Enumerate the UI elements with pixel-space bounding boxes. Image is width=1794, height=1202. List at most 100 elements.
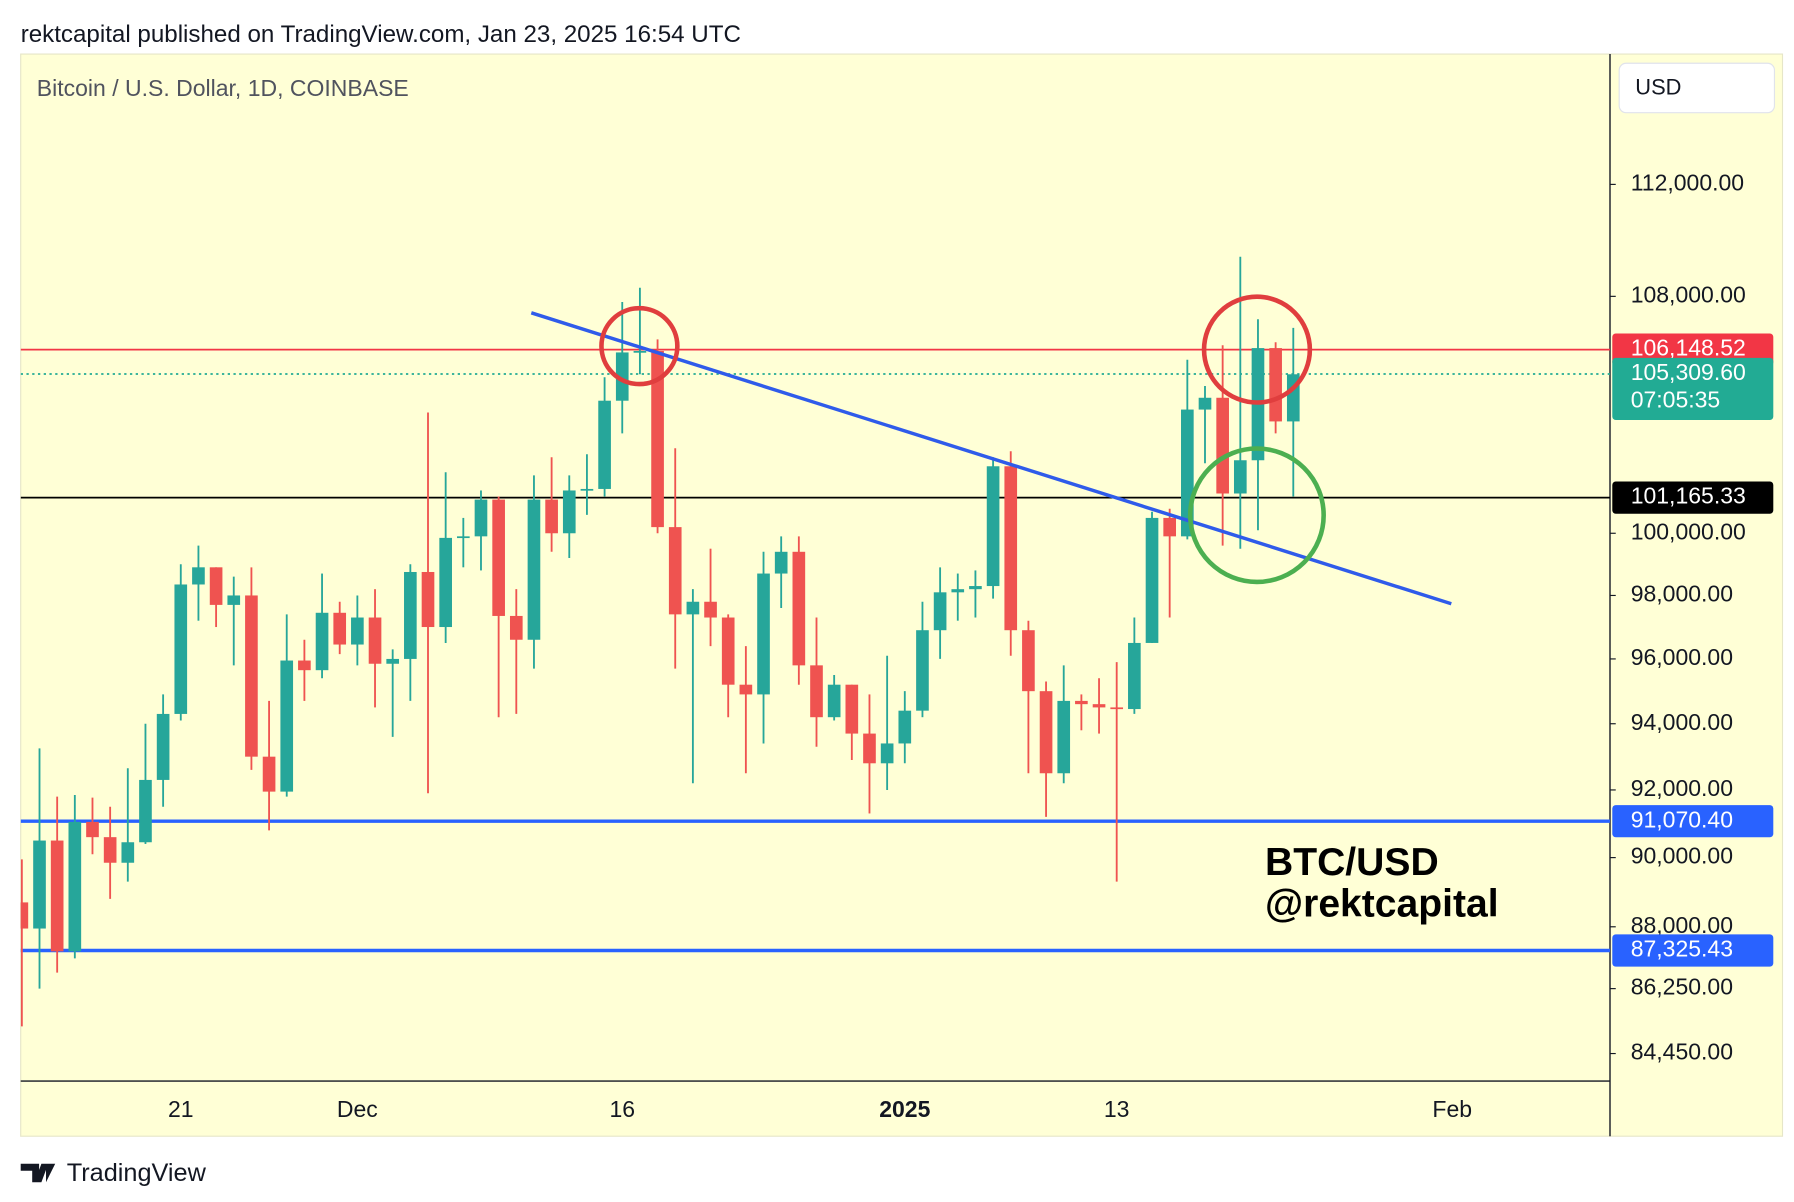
candle-body [757,573,770,695]
candle-body [192,567,205,585]
x-tick-label: 16 [609,1096,635,1122]
candle-body [810,665,823,718]
candle-body [386,658,400,664]
candle-body [1163,517,1177,537]
candle-body [1128,642,1141,710]
candle-body [209,567,223,605]
candle-body [704,601,717,618]
annotation: @rektcapital [1265,883,1499,926]
candle-body [174,584,188,714]
logo: TradingView [20,1159,207,1187]
candle-body [969,586,982,590]
candle-body [474,499,488,537]
y-tick-label: 90,000.00 [1631,843,1733,869]
candle-body [509,615,523,640]
candle-body [580,488,594,491]
price-label-box [1612,805,1774,838]
price-label-box [1612,481,1774,514]
price-label: 106,148.52 [1631,335,1746,361]
candle-body [245,595,258,757]
axes: 112,000.00 108,000.00 100,000.00 98,000.00 9… [168,169,1774,1122]
highlight-circle [1201,294,1313,405]
candle-body [933,592,947,631]
annotation: BTC/USD [1265,841,1439,884]
currency-label: USD [1635,74,1681,99]
candle-body [774,551,788,574]
candle-body [1269,348,1282,422]
chart-background [20,53,1784,1137]
candle-body [156,713,170,780]
candle-body [739,684,753,695]
plot-area [20,256,1610,1027]
chart-title: Bitcoin / U.S. Dollar, 1D, COINBASE [37,75,409,101]
x-tick-label: Feb [1432,1096,1472,1122]
candle-body [1039,691,1053,774]
candle-body [1057,700,1071,774]
price-label: 91,070.40 [1631,806,1733,832]
price-label: 101,165.33 [1631,483,1746,509]
candle-body [68,821,82,952]
candle-body [1145,517,1159,643]
candle-body [633,350,647,353]
y-tick-label: 94,000.00 [1631,709,1733,735]
logo-icon [20,1163,56,1183]
candle-body [827,684,841,718]
candle-body [33,840,46,929]
candle-body [262,756,276,792]
candle-body [1075,700,1088,705]
candle-body [351,617,364,645]
candle-body [880,743,894,764]
y-tick-label: 84,450.00 [1631,1039,1733,1065]
candle-body [86,821,99,838]
candle-body [439,537,452,628]
brand: TradingView [67,1159,207,1187]
candle-body [20,902,29,929]
candle-body [986,466,1000,587]
candle-body [404,571,417,659]
price-label-box [1612,934,1774,967]
candle-body [527,499,541,640]
x-tick-label: Dec [337,1096,378,1122]
countdown: 07:05:35 [1631,387,1721,413]
candle-body [686,601,700,615]
candle-body [50,840,64,952]
y-tick-label: 98,000.00 [1631,581,1733,607]
candle-body [227,595,241,605]
highlight-circle [599,305,680,387]
candle-body [845,684,859,734]
candle-body [1004,466,1018,631]
candle-body [103,837,117,863]
candle-body [651,350,664,528]
candle-body [721,617,735,685]
y-tick-label: 100,000.00 [1631,518,1746,544]
candle-body [598,400,611,489]
x-tick-label: 13 [1104,1096,1130,1122]
y-tick-label: 92,000.00 [1631,775,1733,801]
candle-body [315,612,329,671]
highlight-circle [1187,446,1326,585]
candle-body [562,490,576,534]
candle-body [456,536,470,539]
candle-body [492,499,505,616]
candle-body [280,660,294,792]
candle-body [916,630,929,711]
x-tick-label: 21 [168,1096,194,1122]
header: rektcapital published on TradingView.com… [21,21,741,48]
candle-body [1022,630,1035,692]
y-tick-label: 86,250.00 [1631,974,1733,1000]
currency-button[interactable] [1618,62,1776,114]
candle-body [545,499,558,534]
y-tick-label: 88,000.00 [1631,912,1733,938]
trendline [530,311,1452,606]
y-tick-label: 112,000.00 [1631,169,1744,195]
candle-body [421,571,435,628]
price-label-box [1612,333,1774,366]
price-label-box [1612,357,1774,421]
candle-body [792,551,806,666]
candle-body [898,710,912,744]
candle-body [863,733,876,764]
candle-body [139,779,152,843]
y-tick-label: 96,000.00 [1631,644,1733,670]
candle-body [1198,397,1212,410]
